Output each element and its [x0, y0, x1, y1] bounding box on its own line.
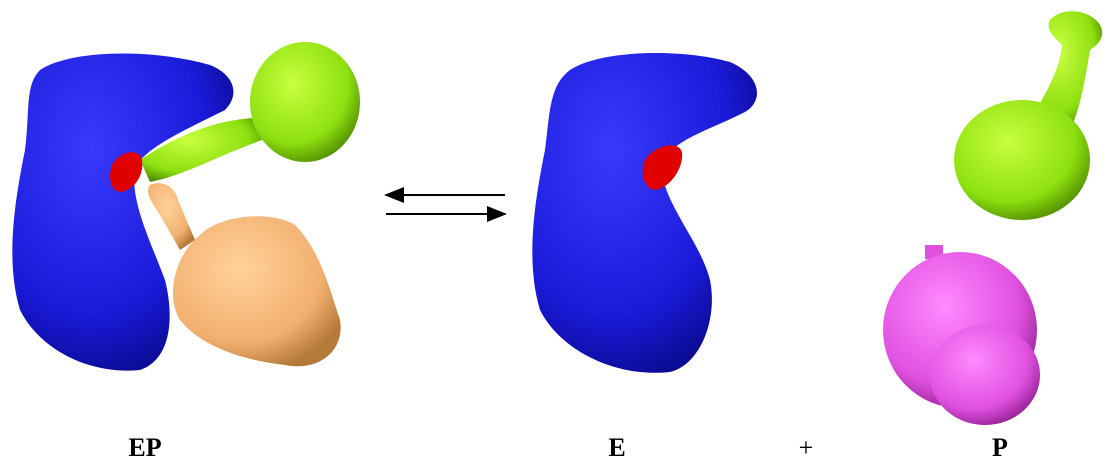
product-head: [250, 42, 360, 162]
complex-shape: [12, 42, 360, 371]
enzyme-blob: [12, 53, 234, 371]
complex-label: EP: [128, 433, 161, 462]
enzyme-blob: [532, 52, 757, 373]
active-site: [642, 145, 683, 190]
product-head: [954, 100, 1090, 220]
plus-sign: +: [799, 433, 814, 462]
active-site: [110, 152, 143, 192]
enzyme-label: E: [608, 433, 625, 462]
product-stalk: [1030, 11, 1103, 130]
product-stalk: [140, 118, 262, 182]
substrate-stalk: [148, 183, 195, 250]
product-shape: [883, 11, 1103, 425]
enzyme-shape: [532, 52, 757, 373]
product-lobe: [930, 325, 1040, 425]
substrate-blob: [172, 216, 341, 367]
product-label: P: [992, 433, 1008, 462]
